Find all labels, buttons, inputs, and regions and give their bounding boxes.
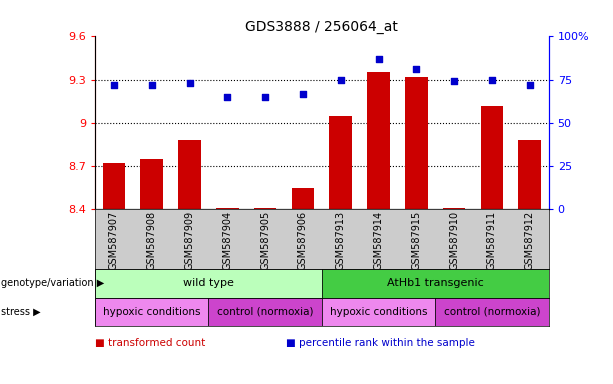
Bar: [95, 269, 322, 298]
Text: GSM587910: GSM587910: [449, 211, 459, 270]
Bar: [178, 140, 201, 209]
Bar: [322, 298, 435, 326]
Bar: [519, 140, 541, 209]
Point: [223, 94, 232, 100]
Bar: [254, 208, 276, 209]
Text: GSM587909: GSM587909: [185, 211, 194, 270]
Bar: [95, 298, 208, 326]
Text: GSM587907: GSM587907: [109, 211, 119, 270]
Text: GSM587915: GSM587915: [411, 211, 421, 270]
Text: GSM587908: GSM587908: [147, 211, 157, 270]
Point: [298, 91, 308, 97]
Text: control (normoxia): control (normoxia): [217, 307, 313, 317]
Bar: [481, 106, 503, 209]
Point: [109, 82, 119, 88]
Point: [336, 77, 346, 83]
Point: [525, 82, 535, 88]
Bar: [292, 188, 314, 209]
Text: ■ percentile rank within the sample: ■ percentile rank within the sample: [286, 338, 474, 348]
Point: [487, 77, 497, 83]
Text: hypoxic conditions: hypoxic conditions: [330, 307, 427, 317]
Bar: [102, 163, 125, 209]
Text: genotype/variation ▶: genotype/variation ▶: [1, 278, 104, 288]
Bar: [367, 73, 390, 209]
Point: [185, 80, 194, 86]
Bar: [435, 298, 549, 326]
Bar: [322, 269, 549, 298]
Text: GSM587911: GSM587911: [487, 211, 497, 270]
Point: [147, 82, 156, 88]
Text: GSM587914: GSM587914: [373, 211, 384, 270]
Point: [373, 56, 384, 62]
Bar: [208, 298, 322, 326]
Bar: [140, 159, 163, 209]
Text: control (normoxia): control (normoxia): [444, 307, 540, 317]
Text: GSM587906: GSM587906: [298, 211, 308, 270]
Text: GSM587904: GSM587904: [223, 211, 232, 270]
Text: hypoxic conditions: hypoxic conditions: [103, 307, 200, 317]
Text: wild type: wild type: [183, 278, 234, 288]
Title: GDS3888 / 256064_at: GDS3888 / 256064_at: [245, 20, 398, 34]
Text: GSM587905: GSM587905: [260, 211, 270, 270]
Bar: [216, 208, 238, 209]
Point: [411, 66, 421, 73]
Point: [449, 78, 459, 84]
Bar: [405, 77, 428, 209]
Text: GSM587912: GSM587912: [525, 211, 535, 270]
Bar: [443, 208, 465, 209]
Text: ■ transformed count: ■ transformed count: [95, 338, 205, 348]
Point: [260, 94, 270, 100]
Text: GSM587913: GSM587913: [336, 211, 346, 270]
Text: AtHb1 transgenic: AtHb1 transgenic: [387, 278, 484, 288]
Bar: [329, 116, 352, 209]
Text: stress ▶: stress ▶: [1, 307, 41, 317]
